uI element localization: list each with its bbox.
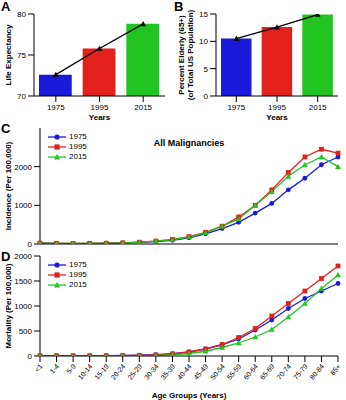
- svg-text:75-79: 75-79: [292, 363, 309, 381]
- svg-text:25-29: 25-29: [126, 363, 143, 381]
- svg-text:Years: Years: [266, 113, 288, 122]
- svg-text:1000: 1000: [14, 302, 32, 311]
- html-text:1995: 1995: [69, 142, 87, 151]
- svg-text:35-39: 35-39: [159, 363, 176, 381]
- svg-text:0: 0: [204, 92, 209, 101]
- svg-text:50-54: 50-54: [209, 363, 226, 381]
- html-text:Incidence (Per 100,000): Incidence (Per 100,000): [3, 141, 13, 231]
- svg-text:2000: 2000: [14, 252, 32, 261]
- svg-text:Age Groups (Years): Age Groups (Years): [152, 391, 227, 400]
- html-text:B: B: [174, 0, 184, 14]
- svg-text:65-69: 65-69: [259, 363, 276, 381]
- svg-text:10-14: 10-14: [77, 363, 94, 381]
- svg-text:55-59: 55-59: [226, 363, 243, 381]
- svg-text:Years: Years: [89, 113, 111, 122]
- svg-text:1-4: 1-4: [49, 363, 61, 375]
- svg-text:<1: <1: [33, 363, 44, 374]
- svg-text:75: 75: [17, 51, 26, 60]
- svg-text:0: 0: [28, 352, 33, 361]
- svg-text:60-64: 60-64: [242, 363, 259, 381]
- svg-text:1000: 1000: [14, 201, 32, 210]
- svg-text:20-24: 20-24: [110, 363, 127, 381]
- svg-text:45-49: 45-49: [193, 363, 210, 381]
- svg-text:70-74: 70-74: [275, 363, 292, 381]
- svg-text:40-44: 40-44: [176, 363, 193, 381]
- svg-text:2000: 2000: [14, 163, 32, 172]
- svg-text:15-19: 15-19: [93, 363, 110, 381]
- svg-text:15: 15: [199, 10, 208, 19]
- svg-text:80-84: 80-84: [308, 363, 325, 381]
- svg-text:2015: 2015: [309, 103, 327, 112]
- html-text:2015: 2015: [69, 280, 87, 289]
- svg-text:10: 10: [199, 37, 208, 46]
- html-text:All Malignancies: All Malignancies: [153, 138, 225, 148]
- svg-text:1975: 1975: [227, 103, 245, 112]
- svg-text:30-34: 30-34: [143, 363, 160, 381]
- html-text:(of Total US Population): (of Total US Population): [185, 9, 195, 101]
- html-text:1975: 1975: [69, 132, 87, 141]
- svg-text:85+: 85+: [329, 363, 338, 377]
- html-text:Life Expectancy: Life Expectancy: [3, 24, 13, 86]
- svg-text:1995: 1995: [268, 103, 286, 112]
- html-text:1975: 1975: [69, 260, 87, 269]
- html-text:D: D: [1, 249, 11, 264]
- svg-text:1500: 1500: [14, 277, 32, 286]
- svg-text:70: 70: [17, 92, 26, 101]
- svg-text:1995: 1995: [91, 103, 109, 112]
- svg-text:5-9: 5-9: [65, 363, 77, 375]
- svg-text:0: 0: [28, 240, 33, 249]
- html-text:Percent Elderly (65+): Percent Elderly (65+): [176, 15, 186, 95]
- html-text:C: C: [1, 121, 11, 136]
- html-text:A: A: [1, 0, 11, 14]
- svg-text:5: 5: [204, 65, 209, 74]
- html-text:1995: 1995: [69, 270, 87, 279]
- html-text:Mortality (Per 100,000): Mortality (Per 100,000): [3, 263, 13, 349]
- svg-text:2015: 2015: [134, 103, 152, 112]
- svg-text:500: 500: [19, 327, 33, 336]
- svg-text:80: 80: [17, 10, 26, 19]
- svg-text:1975: 1975: [47, 103, 65, 112]
- html-text:2015: 2015: [69, 152, 87, 161]
